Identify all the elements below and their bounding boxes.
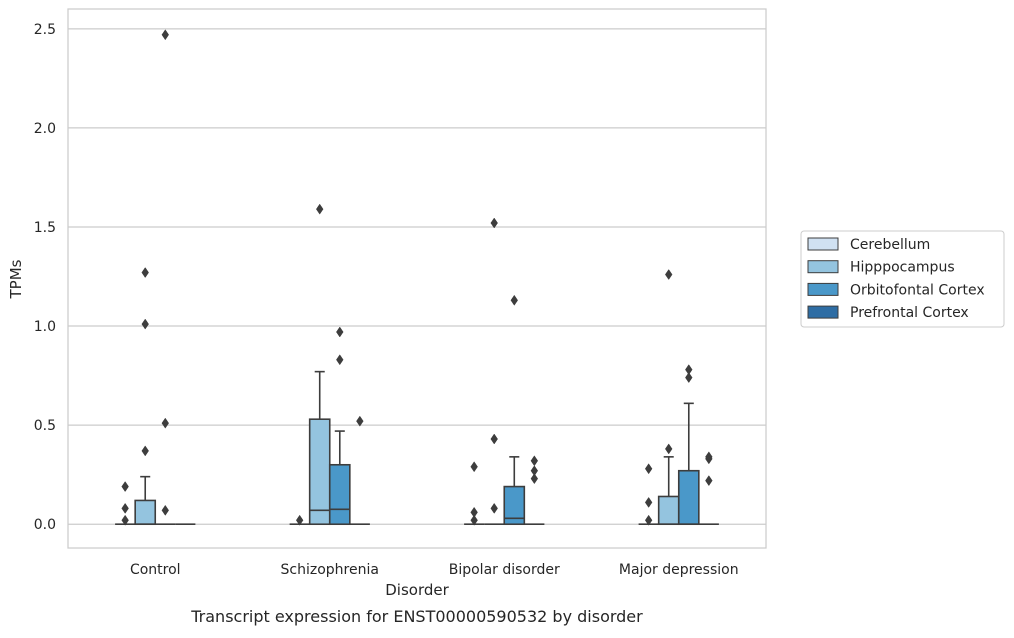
outlier-point <box>141 267 149 278</box>
plot-frame <box>67 8 767 549</box>
outlier-point <box>644 463 653 475</box>
box-body <box>503 485 526 526</box>
x-tick-labels: Control Schizophrenia Bipolar disorder Majo… <box>130 562 739 578</box>
box-prefrontal-cortex <box>349 415 370 526</box>
box-body <box>134 499 157 526</box>
y-tick-label: 0.5 <box>34 418 56 434</box>
outlier-point <box>685 372 693 384</box>
x-tick-label: Schizophrenia <box>281 562 379 578</box>
outlier-point <box>510 294 518 306</box>
box-cerebellum <box>289 514 310 526</box>
legend-swatch <box>807 260 839 274</box>
box-body <box>657 495 680 526</box>
outlier-point <box>336 354 344 366</box>
box-hipppocampus <box>657 269 680 526</box>
outlier-point <box>356 415 364 427</box>
box-cerebellum <box>638 463 659 526</box>
outlier-point <box>470 461 478 473</box>
legend-label: Hipppocampus <box>850 260 955 276</box>
outlier-point <box>295 514 304 526</box>
outlier-point <box>161 504 169 516</box>
y-tick-label: 2.0 <box>34 121 56 137</box>
outlier-point <box>644 514 653 526</box>
outlier-point <box>141 445 149 457</box>
legend: Cerebellum Hipppocampus Orbitofontal Corte… <box>800 230 1005 328</box>
x-tick-label: Control <box>130 562 181 578</box>
box-prefrontal-cortex <box>524 455 545 526</box>
legend-swatch <box>807 282 839 296</box>
y-axis-label: TPMs <box>7 259 25 299</box>
outlier-point <box>490 502 498 514</box>
outlier-point <box>470 514 478 526</box>
y-tick-label: 1.5 <box>34 220 56 236</box>
box-orbitofontal-cortex <box>677 364 700 526</box>
legend-items: Cerebellum Hipppocampus Orbitofontal Corte… <box>807 237 985 321</box>
outlier-point <box>705 475 713 487</box>
box-prefrontal-cortex <box>698 451 719 526</box>
box-orbitofontal-cortex <box>155 29 176 526</box>
chart-caption: Transcript expression for ENST0000059053… <box>190 607 643 626</box>
legend-label: Prefrontal Cortex <box>850 305 969 321</box>
outlier-point <box>490 217 498 229</box>
outlier-point <box>530 455 539 467</box>
box-body <box>328 463 351 526</box>
x-axis-label: Disorder <box>385 581 449 599</box>
x-tick-label: Major depression <box>619 562 739 578</box>
x-tick-label: Bipolar disorder <box>449 562 560 578</box>
box-orbitofontal-cortex <box>328 326 351 526</box>
y-tick-label: 0.0 <box>34 517 56 533</box>
box-orbitofontal-cortex <box>503 294 526 526</box>
box-hipppocampus <box>134 267 157 526</box>
outlier-point <box>336 326 344 338</box>
box-body <box>308 418 331 526</box>
legend-swatch <box>807 305 839 319</box>
grid-layer <box>68 28 766 525</box>
outlier-point <box>665 269 673 280</box>
outlier-point <box>141 318 149 330</box>
y-tick-labels: 0.0 0.5 1.0 1.5 2.0 2.5 <box>34 22 56 533</box>
legend-label: Cerebellum <box>850 237 930 253</box>
outlier-point <box>530 473 539 485</box>
outlier-point <box>470 506 478 518</box>
outlier-point <box>121 514 129 526</box>
outlier-point <box>705 451 713 463</box>
box-hipppocampus <box>308 203 331 526</box>
outlier-point <box>644 496 653 508</box>
y-tick-label: 1.0 <box>34 319 56 335</box>
outlier-point <box>121 502 129 514</box>
outlier-point <box>121 481 129 493</box>
outlier-point <box>316 203 324 215</box>
box-cerebellum <box>115 481 136 526</box>
outlier-point <box>161 29 169 41</box>
box-layer <box>115 29 719 526</box>
outlier-point <box>685 364 693 376</box>
outlier-point <box>530 465 539 477</box>
outlier-point <box>161 417 169 429</box>
box-hipppocampus <box>484 217 505 526</box>
y-tick-label: 2.5 <box>34 22 56 38</box>
legend-label: Orbitofontal Cortex <box>850 282 985 298</box>
legend-frame <box>800 230 1005 328</box>
box-cerebellum <box>464 461 485 526</box>
outlier-point <box>490 433 498 445</box>
outlier-point <box>665 443 673 455</box>
legend-swatch <box>807 237 839 251</box>
box-body <box>677 469 700 526</box>
